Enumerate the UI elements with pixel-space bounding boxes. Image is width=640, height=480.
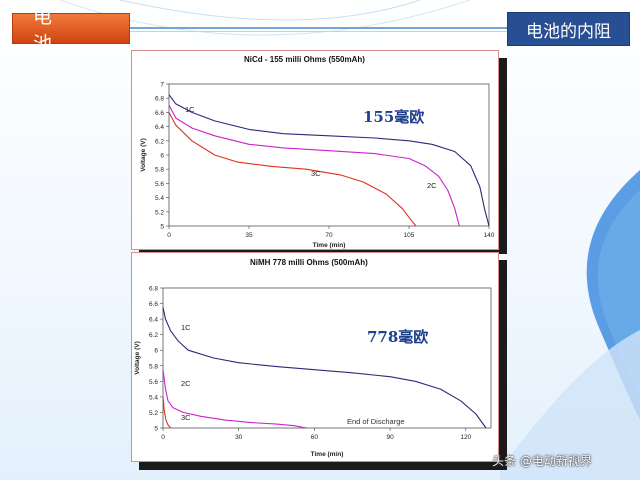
x-tick-label: 70 [325,232,333,239]
y-tick-label: 5.6 [149,379,158,386]
y-tick-label: 6.4 [155,124,164,131]
x-axis-label: Time (min) [313,242,346,249]
x-tick-label: 0 [161,434,165,441]
y-tick-label: 6.2 [149,332,158,339]
x-tick-label: 140 [484,232,495,239]
y-tick-label: 5 [160,224,164,231]
y-axis-label: Voltage (V) [134,341,141,374]
y-axis-label: Voltage (V) [140,138,147,171]
x-tick-label: 120 [460,434,471,441]
watermark: 头条 @电动新视界 [492,454,592,468]
chart1-title: NiCd - 155 milli Ohms (550mAh) [244,55,365,64]
y-tick-label: 5.8 [155,167,164,174]
y-tick-label: 5 [154,426,158,433]
y-tick-label: 6.8 [155,96,164,103]
chart2-plot: 5 5.2 5.4 5.6 5.8 6 6.2 6.4 6.6 6.8 0 30 60 90 120 Time… [134,286,492,458]
x-tick-label: 0 [167,232,171,239]
series-line-2C [168,105,460,227]
chart2-title: NiMH 778 milli Ohms (500mAh) [250,258,368,267]
y-tick-label: 6.4 [149,317,158,324]
header-rule [130,27,508,29]
x-tick-label: 30 [235,434,243,441]
plot-area [162,287,492,429]
chart1-plot: 55.25.45.65.866.26.46.66.870 35 70 105 140Ti… [140,82,495,250]
series-label-1C: 1C [185,105,195,114]
series-label-2C: 2C [181,379,191,388]
chart1-resistance-label: 155毫欧 [363,108,425,126]
y-tick-label: 5.6 [155,181,164,188]
end-of-discharge-note: End of Discharge [347,417,405,426]
slide-title: 电池的内阻 [507,12,630,46]
y-tick-label: 5.8 [149,363,158,370]
series-line-3C [162,396,172,429]
x-axis-label: Time (min) [311,451,344,458]
x-tick-label: 90 [386,434,394,441]
y-tick-label: 5.4 [149,394,158,401]
series-line-3C [168,112,417,227]
series-line-1C [168,94,490,227]
plot-area [168,83,490,227]
x-tick-label: 60 [311,434,319,441]
series-line-1C [162,307,487,429]
y-tick-label: 6.8 [149,286,158,293]
y-tick-label: 6.6 [149,301,158,308]
series-line-2C [162,369,307,429]
chart2-resistance-label: 778毫欧 [367,328,429,346]
series-label-3C: 3C [181,413,191,422]
series-label-1C: 1C [181,323,191,332]
y-tick-label: 5.2 [149,410,158,417]
section-title: 电 池 [12,6,130,55]
series-label-3C: 3C [311,169,321,178]
x-tick-label: 105 [404,232,415,239]
series-label-2C: 2C [427,181,437,190]
y-tick-label: 6.6 [155,110,164,117]
x-tick-label: 35 [245,232,253,239]
y-tick-label: 6 [154,348,158,355]
y-tick-label: 6.2 [155,138,164,145]
y-tick-label: 7 [160,82,164,89]
y-tick-label: 5.4 [155,195,164,202]
y-tick-label: 5.2 [155,209,164,216]
y-tick-label: 6 [160,153,164,160]
header-rule-thin [130,31,508,32]
